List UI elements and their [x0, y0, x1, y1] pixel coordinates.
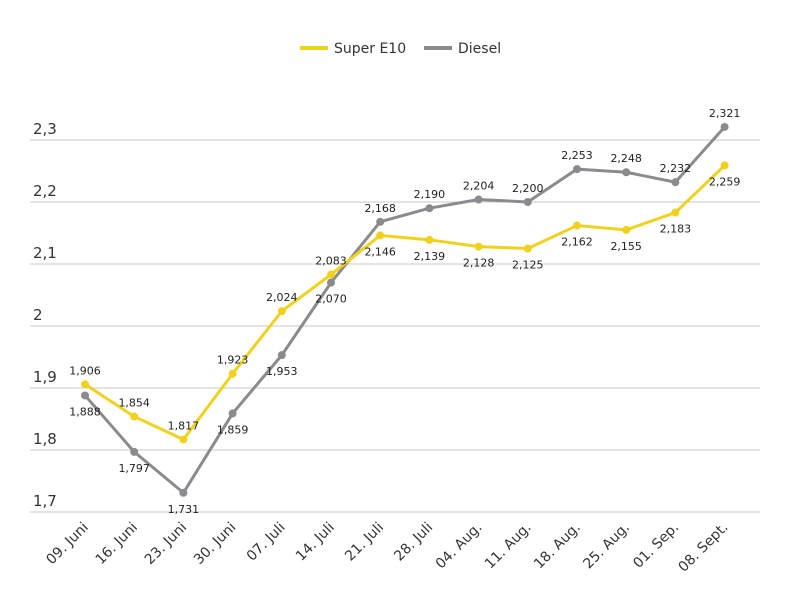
data-label: 1,854 — [118, 397, 150, 410]
data-label: 1,797 — [118, 462, 150, 475]
legend-label-diesel: Diesel — [458, 41, 501, 57]
series-line-super-e10 — [84, 164, 726, 441]
data-point — [277, 307, 286, 316]
x-axis: 09. Juni 16. Juni 23. Juni 30. Juni 07. Juli… — [43, 520, 731, 576]
y-tick-label: 2,1 — [33, 244, 57, 262]
x-tick-label: 01. Sep. — [630, 520, 682, 572]
data-label: 2,155 — [610, 240, 642, 253]
data-labels: 1,906 1,888 1,854 1,797 1,817 1,731 1,923 1,859… — [69, 107, 740, 516]
x-tick-label: 30. Juni — [191, 520, 239, 568]
data-point — [474, 242, 483, 251]
data-point — [81, 380, 89, 389]
x-tick-label: 23. Juni — [142, 520, 190, 568]
legend: Super E10 Diesel — [300, 41, 501, 57]
y-tick-label: 1,8 — [33, 430, 57, 448]
data-point — [573, 165, 581, 174]
series-lines — [83, 125, 726, 495]
y-tick-label: 2,3 — [33, 120, 57, 138]
data-point — [130, 412, 139, 421]
data-point — [179, 488, 188, 497]
series-line-diesel — [83, 125, 726, 495]
data-point — [277, 351, 286, 360]
data-label: 1,953 — [266, 365, 298, 378]
grid — [30, 139, 760, 513]
data-point — [425, 204, 434, 213]
data-label: 2,248 — [610, 152, 642, 165]
legend-label-super-e10: Super E10 — [334, 41, 406, 57]
data-point — [327, 270, 335, 279]
x-tick-label: 28. Juli — [391, 520, 436, 565]
data-label: 2,070 — [315, 293, 347, 306]
data-point — [573, 221, 581, 230]
x-tick-label: 09. Juni — [43, 520, 91, 568]
data-label: 2,204 — [463, 180, 495, 193]
data-label: 1,817 — [168, 419, 200, 432]
data-label: 2,162 — [561, 236, 593, 249]
series-points — [81, 122, 729, 497]
data-point — [622, 225, 631, 234]
data-point — [622, 168, 631, 177]
data-label: 1,906 — [69, 364, 101, 377]
x-tick-label: 25. Aug. — [580, 520, 633, 573]
data-label: 2,083 — [315, 255, 347, 268]
data-point — [327, 278, 335, 287]
data-label: 2,253 — [561, 149, 593, 162]
data-point — [179, 435, 188, 444]
data-label: 2,200 — [512, 182, 544, 195]
x-tick-label: 08. Sept. — [676, 520, 732, 576]
y-tick-label: 1,9 — [33, 368, 57, 386]
data-point — [523, 198, 532, 206]
data-point — [228, 369, 237, 378]
x-tick-label: 04. Aug. — [433, 520, 486, 573]
data-label: 1,731 — [168, 503, 200, 516]
data-point — [376, 217, 385, 226]
data-point — [720, 122, 729, 131]
data-label: 2,259 — [709, 175, 741, 188]
data-label: 2,125 — [512, 259, 544, 272]
y-tick-label: 1,7 — [33, 492, 57, 510]
data-label: 1,859 — [217, 423, 249, 436]
data-label: 2,024 — [266, 291, 298, 304]
data-point — [130, 447, 139, 456]
data-label: 2,146 — [364, 245, 396, 258]
data-point — [81, 391, 89, 400]
y-axis: 1,7 1,8 1,9 2 2,1 2,2 2,3 — [33, 120, 57, 510]
data-label: 2,232 — [660, 162, 692, 175]
data-label: 2,321 — [709, 107, 741, 120]
data-point — [474, 195, 483, 204]
data-label: 1,888 — [69, 405, 101, 418]
data-point — [228, 409, 237, 418]
data-label: 1,923 — [217, 354, 249, 367]
data-point — [523, 244, 532, 253]
x-tick-label: 18. Aug. — [531, 520, 584, 573]
data-point — [720, 161, 729, 170]
data-label: 2,128 — [463, 257, 495, 270]
y-tick-label: 2,2 — [33, 182, 57, 200]
data-label: 2,183 — [660, 223, 692, 236]
data-point — [376, 231, 385, 240]
x-tick-label: 11. Aug. — [482, 520, 535, 573]
y-tick-label: 2 — [33, 306, 43, 324]
x-tick-label: 14. Juli — [293, 520, 338, 565]
data-point — [671, 208, 680, 217]
data-label: 2,139 — [414, 250, 446, 263]
data-label: 2,168 — [364, 202, 396, 215]
data-point — [425, 235, 434, 244]
x-tick-label: 07. Juli — [244, 520, 289, 565]
x-tick-label: 21. Juli — [342, 520, 387, 565]
data-label: 2,190 — [414, 188, 446, 201]
data-point — [671, 178, 680, 187]
x-tick-label: 16. Juni — [93, 520, 141, 568]
